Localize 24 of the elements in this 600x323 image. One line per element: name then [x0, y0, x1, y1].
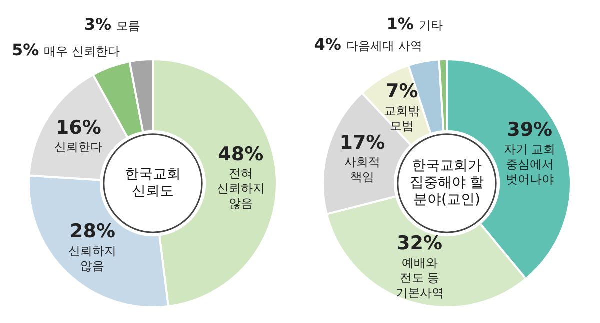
slice-label: 다음세대 사역	[346, 38, 422, 53]
data-label: 1%	[386, 14, 414, 34]
data-label: 4%	[314, 34, 342, 54]
slice-label: 신뢰한다	[54, 140, 103, 154]
slice-label: 교회밖 모범	[384, 104, 420, 133]
text: 한국교회가 집중해야 할 분야(교인)	[410, 158, 484, 208]
slice-label: 사회적 책임	[344, 155, 380, 184]
data-label: 5%	[12, 40, 40, 60]
slice-label: 예배와 전도 등 기본사역	[396, 256, 444, 300]
data-label: 32%	[397, 232, 443, 255]
data-label: 39%	[507, 119, 553, 142]
text: 한국교회 신뢰도	[125, 166, 181, 200]
slice-label: 매우 신뢰한다	[44, 44, 120, 58]
slice-label: 모름	[116, 19, 141, 34]
data-label: 28%	[70, 220, 116, 243]
slice-label: 신뢰하지 않음	[68, 244, 117, 273]
slice-label: 자기 교회 중심에서 벗어나야	[504, 142, 556, 186]
data-label: 48%	[218, 143, 264, 166]
slice-label: 기타	[418, 18, 443, 33]
slice-label: 전혀 신뢰하지 않음	[216, 166, 265, 211]
data-label: 7%	[386, 80, 418, 103]
data-label: 16%	[56, 116, 102, 139]
data-label: 17%	[340, 132, 386, 154]
data-label: 3%	[84, 15, 112, 34]
